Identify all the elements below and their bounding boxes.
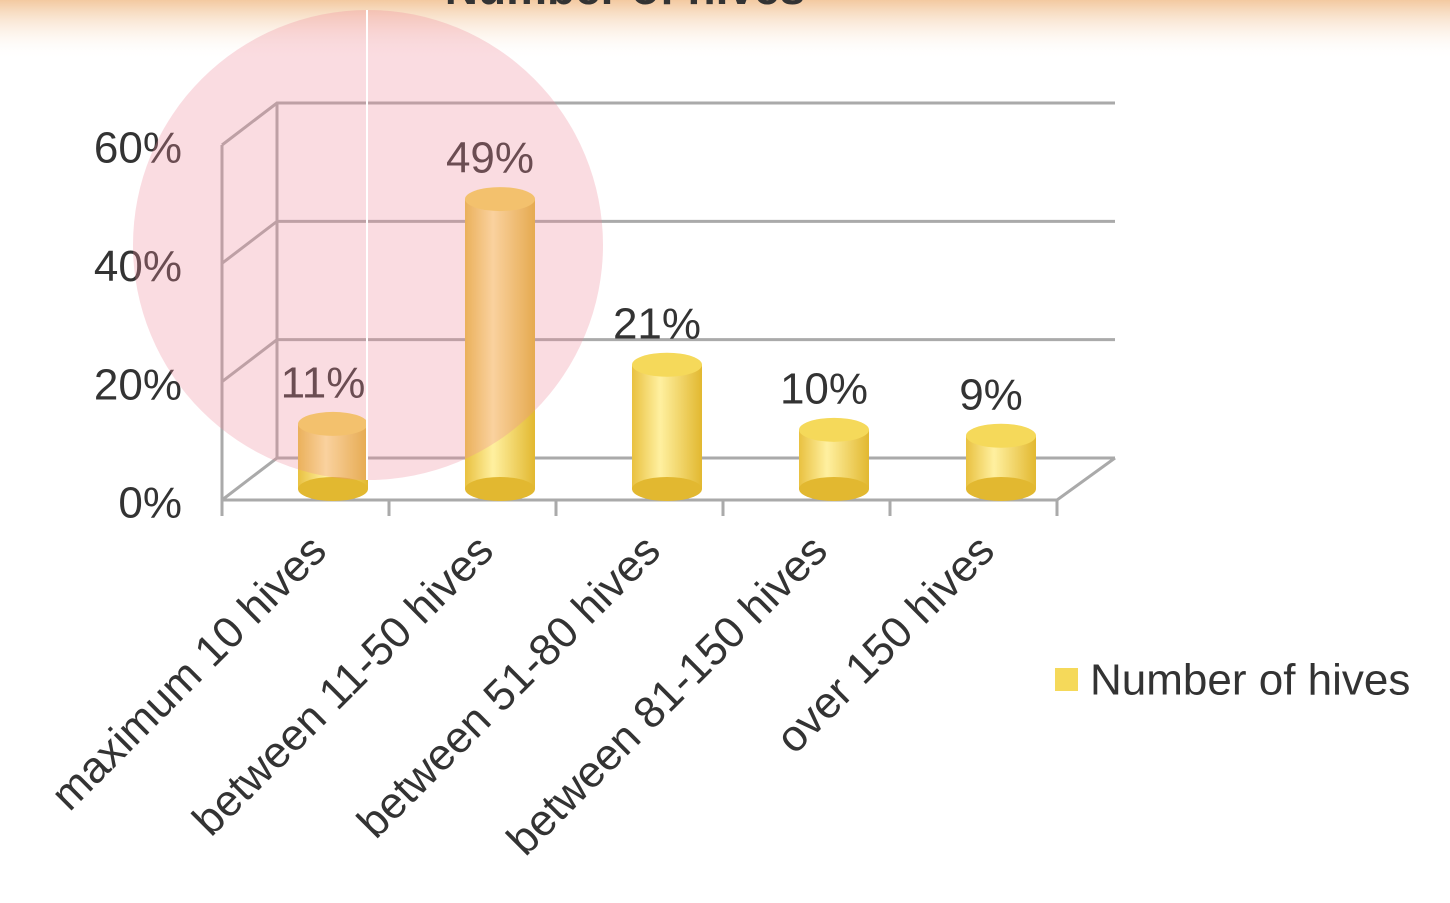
grid-line: [221, 338, 1115, 383]
value-label: 11%: [281, 359, 366, 408]
value-label: 9%: [959, 370, 1023, 419]
cylinder: [632, 364, 702, 489]
cylinder-top: [298, 411, 368, 436]
chart-title: Number of hives: [445, 0, 805, 14]
value-label: 21%: [613, 299, 701, 348]
cylinder-top: [966, 423, 1036, 448]
legend-label: Number of hives: [1090, 656, 1410, 705]
legend-swatch: [1055, 668, 1078, 691]
header-band: [0, 0, 1450, 60]
grid-line: [221, 101, 1115, 147]
x-tick-label: maximum 10 hives: [42, 526, 336, 820]
cylinder-top: [632, 352, 702, 377]
y-tick-label: 60%: [94, 124, 182, 173]
cylinder-top: [799, 417, 869, 442]
value-label: 49%: [446, 134, 534, 183]
cylinder: [465, 199, 535, 490]
value-label: 10%: [780, 364, 868, 413]
grid-line: [221, 219, 1115, 265]
cylinder-base: [298, 477, 368, 501]
cylinder-base: [799, 477, 869, 501]
y-tick-label: 40%: [94, 242, 182, 291]
cylinder-base: [465, 477, 535, 501]
cylinder-top: [465, 187, 535, 212]
cylinder-base: [966, 477, 1036, 501]
y-tick-label: 20%: [94, 360, 182, 409]
x-tick-label: between 11-50 hives: [183, 526, 502, 845]
cylinder-base: [632, 477, 702, 501]
x-tick-label: between 81-150 hives: [498, 526, 837, 865]
y-tick-label: 0%: [118, 479, 182, 528]
x-tick-label: between 51-80 hives: [348, 526, 670, 848]
